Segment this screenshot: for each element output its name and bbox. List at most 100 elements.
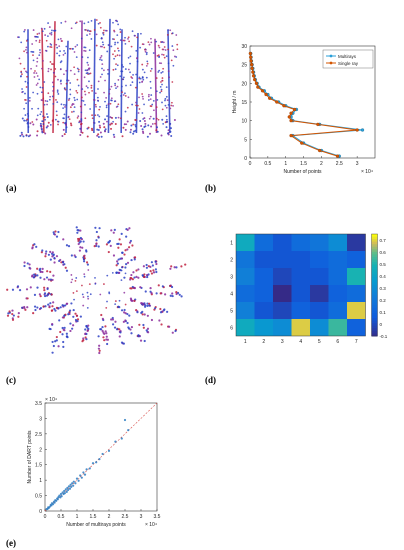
cloud-point bbox=[100, 59, 103, 61]
understory-point bbox=[156, 130, 159, 133]
scatter-point bbox=[59, 492, 63, 496]
top-view-point bbox=[26, 262, 29, 265]
top-view-point bbox=[39, 307, 43, 310]
heatmap-cell bbox=[328, 319, 347, 336]
colorbar-segment bbox=[371, 244, 378, 248]
cloud-point bbox=[152, 52, 155, 54]
cloud-point bbox=[26, 51, 28, 54]
top-view-point bbox=[84, 332, 87, 336]
cloud-point bbox=[172, 104, 174, 107]
heatmap-cell bbox=[291, 234, 310, 251]
y-tick-label: 0.5 bbox=[35, 494, 42, 500]
top-view-point bbox=[152, 271, 156, 274]
col-label: 6 bbox=[336, 339, 339, 345]
cloud-point bbox=[126, 106, 129, 109]
top-view-point bbox=[79, 236, 83, 240]
understory-point bbox=[80, 123, 83, 126]
understory-point bbox=[98, 120, 101, 123]
top-view-point bbox=[50, 309, 53, 312]
cloud-point bbox=[68, 118, 71, 121]
top-view-point bbox=[120, 309, 124, 312]
understory-point bbox=[147, 124, 150, 127]
cloud-point bbox=[162, 54, 165, 56]
understory-point bbox=[139, 119, 142, 122]
colorbar-segment bbox=[371, 274, 378, 278]
multirays-vs-dart-scatter: 0 0.5 1 1.5 2 2.5 3 3.5 0 0.5 1 1.5 2 2.5 3 3.5 Number o… bbox=[27, 397, 161, 528]
top-view-point bbox=[51, 351, 54, 354]
cloud-point bbox=[63, 103, 65, 106]
legend-label-1: Single ray bbox=[338, 61, 359, 66]
heatmap-cell bbox=[254, 234, 273, 251]
cloud-point bbox=[53, 71, 56, 74]
top-view-point bbox=[133, 276, 136, 279]
understory-point bbox=[160, 134, 163, 137]
top-view-point bbox=[160, 323, 163, 326]
top-view-point bbox=[7, 312, 10, 315]
understory-point bbox=[144, 122, 147, 125]
top-view-point bbox=[6, 288, 9, 291]
x-tick-label: 3 bbox=[140, 514, 143, 520]
cloud-point bbox=[150, 67, 153, 70]
cloud-point bbox=[54, 68, 57, 70]
top-view-point bbox=[131, 244, 134, 247]
cloud-point bbox=[36, 57, 39, 60]
scatter-point bbox=[68, 487, 72, 490]
top-view-point bbox=[17, 315, 20, 318]
colorbar-frame bbox=[371, 233, 378, 337]
top-view-point bbox=[58, 319, 61, 322]
understory-point bbox=[141, 128, 144, 131]
top-view-point bbox=[152, 269, 155, 272]
top-view-point bbox=[166, 310, 169, 313]
cloud-point bbox=[101, 45, 103, 48]
understory-point bbox=[104, 128, 107, 131]
cloud-point bbox=[158, 56, 160, 59]
understory-point bbox=[79, 134, 82, 137]
top-view-point bbox=[119, 331, 122, 334]
top-view-point bbox=[144, 304, 147, 307]
cloud-point bbox=[96, 96, 99, 99]
cloud-point bbox=[50, 68, 52, 71]
top-view-point bbox=[163, 308, 166, 311]
understory-point bbox=[26, 118, 29, 121]
top-view-point bbox=[105, 335, 108, 338]
cloud-point bbox=[40, 91, 43, 94]
understory-point bbox=[112, 133, 115, 136]
cloud-point bbox=[147, 99, 150, 101]
top-view-point bbox=[43, 286, 46, 289]
top-view-point bbox=[40, 251, 43, 254]
cloud-point bbox=[150, 37, 152, 40]
understory-point bbox=[121, 135, 124, 138]
understory-point bbox=[23, 119, 26, 122]
top-view-point bbox=[119, 243, 123, 246]
x-multiplier: × 10⁴ bbox=[145, 522, 157, 528]
top-view-point bbox=[146, 314, 149, 317]
top-view-point bbox=[63, 326, 66, 329]
top-view-point bbox=[113, 228, 116, 231]
cloud-point bbox=[55, 110, 58, 113]
top-view-point bbox=[31, 274, 34, 277]
cloud-point bbox=[107, 44, 110, 46]
cloud-point bbox=[169, 107, 172, 110]
cloud-point bbox=[35, 65, 38, 67]
top-view-point bbox=[133, 299, 136, 302]
cloud-point bbox=[110, 45, 113, 48]
cloud-point bbox=[64, 20, 67, 23]
cloud-point bbox=[42, 123, 45, 125]
cloud-point bbox=[43, 81, 46, 83]
cloud-point bbox=[109, 88, 111, 91]
cloud-point bbox=[18, 57, 21, 60]
cloud-point bbox=[159, 91, 161, 94]
colorbar-segment bbox=[371, 300, 378, 304]
x-tick-label: 2.5 bbox=[122, 514, 129, 520]
understory-point bbox=[81, 131, 84, 134]
top-view-point bbox=[132, 271, 135, 274]
cloud-point bbox=[88, 33, 91, 35]
heatmap-cell bbox=[236, 302, 255, 319]
cloud-point bbox=[170, 101, 173, 104]
cloud-point bbox=[56, 52, 58, 55]
understory-point bbox=[155, 129, 158, 132]
top-view-point bbox=[94, 282, 97, 285]
top-view-point bbox=[52, 301, 55, 304]
top-view-point bbox=[41, 270, 44, 274]
top-view-point bbox=[62, 340, 65, 344]
